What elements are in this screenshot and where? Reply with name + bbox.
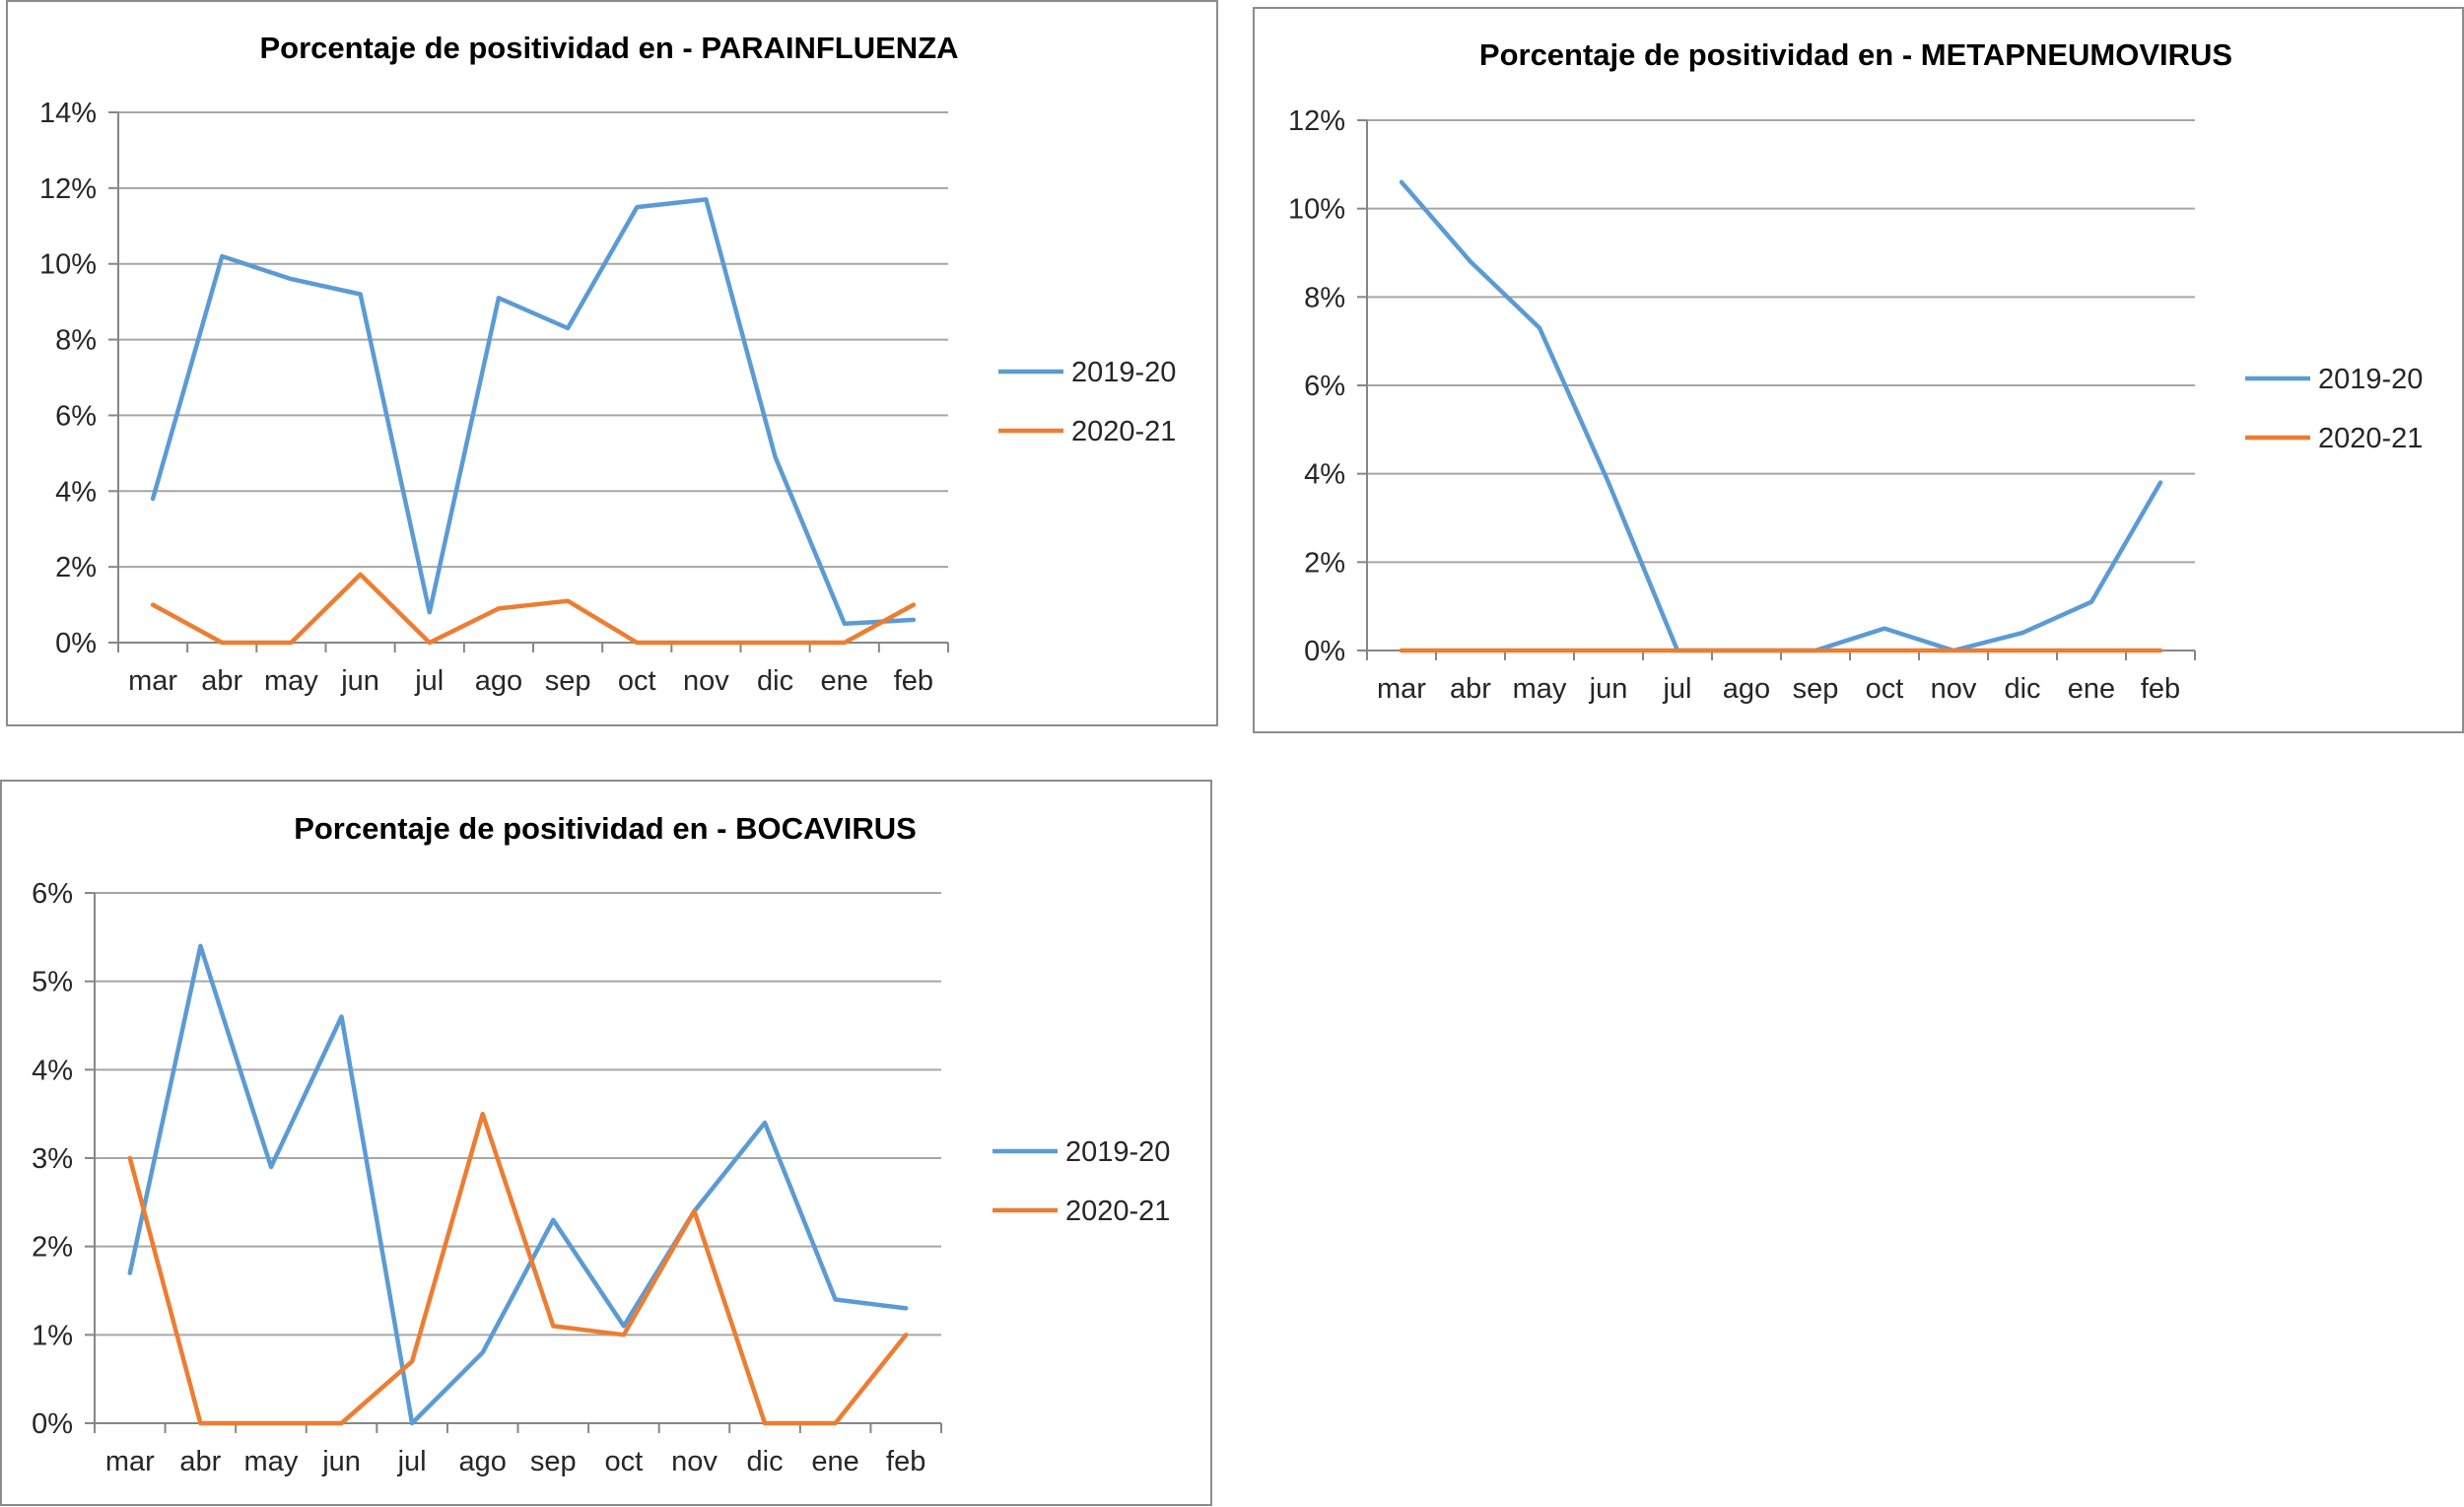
y-tick-label: 12% xyxy=(39,173,97,205)
y-tick-label: 3% xyxy=(32,1143,73,1175)
x-tick-label: may xyxy=(264,665,318,697)
x-tick-label: ene xyxy=(821,665,868,697)
x-tick-label: ago xyxy=(475,665,522,697)
x-tick-label: ago xyxy=(459,1446,507,1477)
x-tick-label: may xyxy=(1513,673,1567,705)
x-tick-label: nov xyxy=(1931,673,1977,705)
x-tick-label: mar xyxy=(1377,673,1426,705)
x-tick-label: mar xyxy=(105,1446,155,1477)
x-tick-label: jun xyxy=(340,665,379,697)
chart-svg: Porcentaje de positividad en - METAPNEUM… xyxy=(1288,37,2423,705)
x-tick-label: ene xyxy=(811,1446,858,1477)
x-tick-label: ago xyxy=(1723,673,1770,705)
x-tick-label: nov xyxy=(683,665,729,697)
x-tick-label: feb xyxy=(2141,673,2180,705)
series-line-2019-20 xyxy=(150,197,917,627)
y-tick-label: 8% xyxy=(55,325,97,357)
y-tick-label: 2% xyxy=(55,552,97,583)
y-tick-label: 2% xyxy=(32,1232,73,1264)
legend-label: 2019-20 xyxy=(1065,1136,1170,1168)
y-tick-label: 0% xyxy=(32,1408,73,1440)
x-tick-label: ene xyxy=(2068,673,2115,705)
series-line-2019-20 xyxy=(127,943,909,1426)
x-tick-label: abr xyxy=(179,1446,221,1477)
chart-svg: Porcentaje de positividad en - PARAINFLU… xyxy=(39,31,1176,697)
x-tick-label: sep xyxy=(530,1446,577,1477)
y-tick-label: 10% xyxy=(1288,194,1345,226)
x-tick-label: jul xyxy=(414,665,444,697)
y-tick-label: 6% xyxy=(32,878,73,910)
y-tick-label: 6% xyxy=(1304,371,1345,402)
legend-label: 2020-21 xyxy=(2318,423,2423,454)
x-tick-label: may xyxy=(244,1446,299,1477)
chart-title: Porcentaje de positividad en - METAPNEUM… xyxy=(1479,37,2232,72)
x-tick-label: oct xyxy=(1866,673,1904,705)
y-tick-label: 0% xyxy=(55,628,97,659)
x-tick-label: sep xyxy=(1793,673,1839,705)
y-tick-label: 2% xyxy=(1304,547,1345,579)
x-tick-label: jun xyxy=(1589,673,1628,705)
y-tick-label: 0% xyxy=(1304,636,1345,667)
legend-label: 2019-20 xyxy=(2318,364,2423,395)
x-tick-label: abr xyxy=(201,665,242,697)
chart-parainfluenza: Porcentaje de positividad en - PARAINFLU… xyxy=(6,0,1218,726)
y-tick-label: 4% xyxy=(1304,459,1345,491)
y-tick-label: 6% xyxy=(55,400,97,432)
legend-label: 2019-20 xyxy=(1071,357,1176,388)
y-tick-label: 12% xyxy=(1288,105,1345,137)
chart-metapneumovirus: Porcentaje de positividad en - METAPNEUM… xyxy=(1253,7,2464,733)
chart-title: Porcentaje de positividad en - BOCAVIRUS xyxy=(294,811,917,846)
y-tick-label: 4% xyxy=(32,1055,73,1086)
x-tick-label: mar xyxy=(128,665,177,697)
x-tick-label: oct xyxy=(605,1446,644,1477)
x-tick-label: dic xyxy=(2004,673,2040,705)
series-line-2019-20 xyxy=(1399,179,2163,653)
y-tick-label: 8% xyxy=(1304,282,1345,313)
x-tick-label: feb xyxy=(886,1446,925,1477)
chart-title: Porcentaje de positividad en - PARAINFLU… xyxy=(259,31,958,65)
chart-svg: Porcentaje de positividad en - BOCAVIRUS… xyxy=(32,811,1170,1477)
x-tick-label: nov xyxy=(671,1446,718,1477)
y-tick-label: 1% xyxy=(32,1320,73,1351)
y-tick-label: 5% xyxy=(32,967,73,998)
chart-bocavirus: Porcentaje de positividad en - BOCAVIRUS… xyxy=(0,780,1212,1506)
series-line-2020-21 xyxy=(127,1111,909,1426)
series-line-2020-21 xyxy=(150,572,917,646)
x-tick-label: dic xyxy=(747,1446,784,1477)
y-tick-label: 4% xyxy=(55,476,97,508)
x-tick-label: jun xyxy=(321,1446,361,1477)
legend-label: 2020-21 xyxy=(1071,416,1176,447)
x-tick-label: jul xyxy=(397,1446,427,1477)
x-tick-label: feb xyxy=(894,665,933,697)
x-tick-label: dic xyxy=(757,665,793,697)
x-tick-label: jul xyxy=(1662,673,1691,705)
x-tick-label: abr xyxy=(1450,673,1491,705)
y-tick-label: 14% xyxy=(39,98,97,129)
x-tick-label: oct xyxy=(618,665,656,697)
y-tick-label: 10% xyxy=(39,249,97,281)
legend-label: 2020-21 xyxy=(1065,1196,1170,1227)
x-tick-label: sep xyxy=(545,665,591,697)
